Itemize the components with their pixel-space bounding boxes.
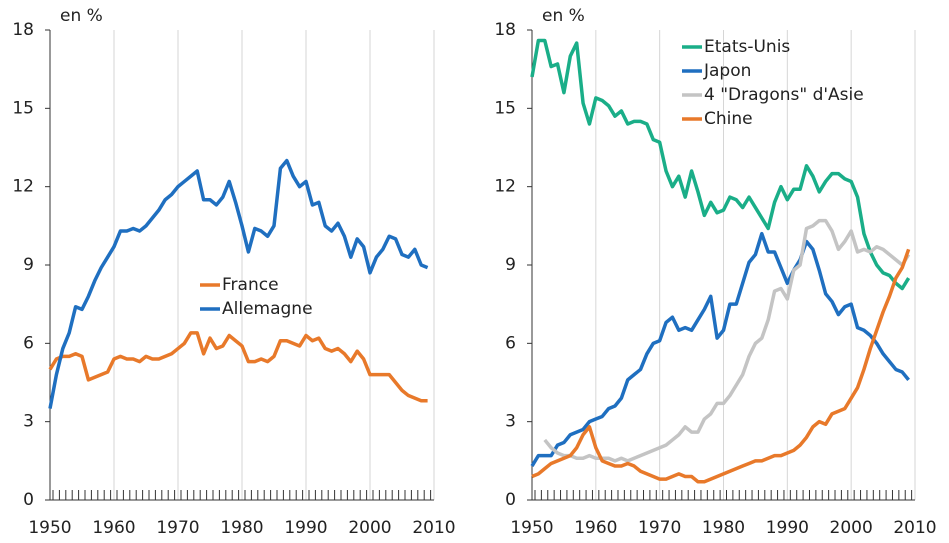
legend-label: Japon <box>703 61 751 81</box>
x-tick-label: 1970 <box>156 518 199 538</box>
y-tick-label: 0 <box>505 490 516 510</box>
y-tick-label: 12 <box>12 177 34 197</box>
x-tick-label: 2010 <box>412 518 455 538</box>
y-axis-label: en % <box>542 6 585 26</box>
y-tick-label: 15 <box>494 98 516 118</box>
y-tick-label: 6 <box>23 333 34 353</box>
legend-label: Allemagne <box>222 299 313 319</box>
series-line <box>530 231 910 467</box>
y-tick-label: 9 <box>23 255 34 275</box>
y-tick-label: 18 <box>494 20 516 40</box>
legend-label: Etats-Unis <box>704 37 790 57</box>
series-line <box>48 331 428 403</box>
x-tick-label: 1950 <box>510 518 553 538</box>
y-tick-label: 0 <box>23 490 34 510</box>
legend-label: France <box>222 275 279 295</box>
series-line <box>530 38 911 291</box>
y-tick-label: 6 <box>505 333 516 353</box>
series-line <box>543 218 911 463</box>
y-tick-label: 15 <box>12 98 34 118</box>
y-axis-label: en % <box>60 6 103 26</box>
x-tick-label: 1980 <box>220 518 263 538</box>
series-line <box>531 248 911 484</box>
x-tick-label: 2000 <box>348 518 391 538</box>
x-tick-label: 2010 <box>893 518 936 538</box>
y-tick-label: 3 <box>505 412 516 432</box>
x-tick-label: 1990 <box>284 518 327 538</box>
x-tick-label: 1950 <box>28 518 71 538</box>
y-tick-label: 3 <box>23 412 34 432</box>
x-tick-label: 1960 <box>92 518 135 538</box>
x-tick-label: 1980 <box>702 518 745 538</box>
series-line <box>48 158 429 409</box>
legend-label: Chine <box>704 109 753 129</box>
legend-label: 4 "Dragons" d'Asie <box>704 85 864 105</box>
x-tick-label: 1960 <box>574 518 617 538</box>
y-tick-label: 12 <box>494 177 516 197</box>
x-tick-label: 1990 <box>766 518 809 538</box>
y-tick-label: 18 <box>12 20 34 40</box>
x-tick-label: 1970 <box>638 518 681 538</box>
x-tick-label: 2000 <box>830 518 873 538</box>
y-tick-label: 9 <box>505 255 516 275</box>
